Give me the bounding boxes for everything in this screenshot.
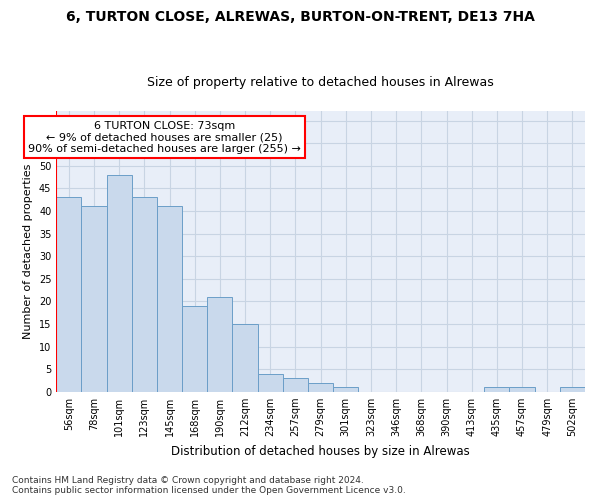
Text: 6 TURTON CLOSE: 73sqm
← 9% of detached houses are smaller (25)
90% of semi-detac: 6 TURTON CLOSE: 73sqm ← 9% of detached h…: [28, 120, 301, 154]
Bar: [257, 374, 283, 392]
Bar: [107, 175, 132, 392]
Bar: [232, 324, 257, 392]
Bar: [208, 297, 232, 392]
Bar: [56, 198, 82, 392]
Bar: [283, 378, 308, 392]
Bar: [560, 388, 585, 392]
Bar: [509, 388, 535, 392]
Bar: [484, 388, 509, 392]
Bar: [132, 198, 157, 392]
Bar: [82, 206, 107, 392]
Text: 6, TURTON CLOSE, ALREWAS, BURTON-ON-TRENT, DE13 7HA: 6, TURTON CLOSE, ALREWAS, BURTON-ON-TREN…: [65, 10, 535, 24]
Bar: [333, 388, 358, 392]
Text: Contains HM Land Registry data © Crown copyright and database right 2024.
Contai: Contains HM Land Registry data © Crown c…: [12, 476, 406, 495]
Title: Size of property relative to detached houses in Alrewas: Size of property relative to detached ho…: [147, 76, 494, 90]
Y-axis label: Number of detached properties: Number of detached properties: [23, 164, 34, 340]
Bar: [308, 383, 333, 392]
Bar: [157, 206, 182, 392]
X-axis label: Distribution of detached houses by size in Alrewas: Distribution of detached houses by size …: [171, 444, 470, 458]
Bar: [182, 306, 208, 392]
